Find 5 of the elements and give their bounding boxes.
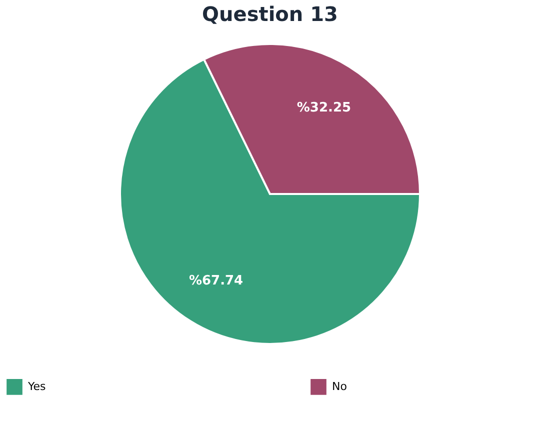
data-label: %67.74: [188, 274, 244, 289]
chart-title: Question 13: [202, 2, 338, 26]
legend-label: No: [332, 380, 348, 393]
legend-label: Yes: [27, 380, 46, 393]
data-label: %32.25: [296, 100, 352, 116]
